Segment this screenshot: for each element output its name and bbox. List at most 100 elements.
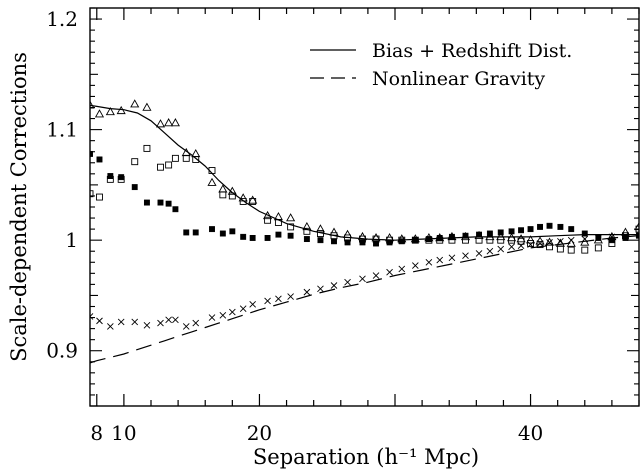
filled-square-point xyxy=(462,232,469,239)
open-square-point xyxy=(316,230,324,237)
x-tick-label: 8 xyxy=(90,421,103,445)
triangle-point xyxy=(116,105,126,115)
cross-point xyxy=(208,314,216,321)
filled-square-point xyxy=(172,206,179,213)
cross-point xyxy=(635,231,639,238)
filled-square-point xyxy=(581,230,588,237)
triangle-point xyxy=(94,109,105,118)
x-tick-label: 10 xyxy=(111,421,136,445)
open-square-point xyxy=(264,216,272,224)
open-square-point xyxy=(157,163,164,171)
cross-point xyxy=(527,241,534,248)
filled-square-point xyxy=(448,233,455,240)
filled-square-point xyxy=(249,235,256,241)
y-tick-label: 1.1 xyxy=(46,118,78,142)
model-lines xyxy=(90,104,639,364)
triangle-point xyxy=(342,229,353,238)
open-square-point xyxy=(208,167,216,174)
open-square-point xyxy=(171,154,179,162)
triangle-point xyxy=(238,193,248,202)
x-tick-label: 40 xyxy=(518,421,543,445)
filled-square-point xyxy=(317,237,324,244)
cross-point xyxy=(425,258,433,266)
open-square-point xyxy=(143,144,151,152)
triangle-point xyxy=(566,238,576,247)
nonlinear-gravity-line xyxy=(90,235,639,364)
cross-point xyxy=(287,293,294,300)
filled-square-point xyxy=(546,222,553,229)
triangle-point xyxy=(286,213,296,222)
cross-point xyxy=(275,295,282,303)
open-square-point xyxy=(635,225,639,233)
open-square-point xyxy=(239,198,247,205)
open-square-point xyxy=(486,236,494,244)
triangle-point xyxy=(315,224,326,233)
cross-point xyxy=(536,240,544,247)
cross-point xyxy=(229,308,236,316)
tick-labels: 8 10 20 40 0.9 1 1.1 1.2 xyxy=(46,7,543,445)
cross-point xyxy=(330,282,338,289)
filled-square-point xyxy=(118,174,125,181)
filled-square-point xyxy=(557,223,564,230)
filled-square-point xyxy=(537,223,543,230)
cross-point xyxy=(462,252,469,259)
triangle-point xyxy=(496,231,506,241)
cross-point xyxy=(567,236,575,244)
filled-square-point xyxy=(96,156,103,163)
filled-square-point xyxy=(287,232,294,239)
open-square-point xyxy=(249,198,257,205)
open-square-point xyxy=(274,219,282,226)
triangle-point xyxy=(207,177,217,186)
triangle-point xyxy=(142,102,152,111)
triangle-point xyxy=(580,237,590,246)
open-square-point xyxy=(536,241,544,249)
filled-square-point xyxy=(527,226,534,233)
cross-point xyxy=(264,297,271,305)
filled-square-point xyxy=(359,239,366,246)
filled-square-point xyxy=(183,229,190,236)
cross-point xyxy=(192,319,200,327)
filled-square-point xyxy=(275,231,282,238)
cross-point xyxy=(436,256,444,264)
bias-redshift-line xyxy=(90,104,639,241)
triangle-point xyxy=(329,227,339,236)
filled-square-point xyxy=(303,236,310,243)
filled-square-point xyxy=(165,200,172,207)
cross-point xyxy=(608,233,616,241)
cross-point xyxy=(182,323,190,330)
cross-point xyxy=(475,250,483,257)
triangle-point xyxy=(525,235,536,244)
triangle-point xyxy=(544,237,555,246)
filled-square-point xyxy=(398,238,405,245)
cross-point xyxy=(317,285,324,293)
filled-square-point xyxy=(497,229,504,236)
open-square-point xyxy=(287,223,295,231)
cross-point xyxy=(622,232,629,240)
cross-point xyxy=(359,275,366,283)
filled-square-point xyxy=(192,229,199,236)
triangle-point xyxy=(105,106,115,116)
filled-square-point xyxy=(412,237,419,244)
triangle-point xyxy=(170,118,180,127)
cross-point xyxy=(90,313,94,320)
open-square-point xyxy=(556,245,564,253)
open-square-point xyxy=(546,243,553,251)
cross-point xyxy=(219,312,227,319)
open-square-point xyxy=(527,240,535,247)
filled-square-point xyxy=(209,226,215,233)
open-square-point xyxy=(303,227,311,235)
filled-square-point xyxy=(508,228,515,235)
open-square-point xyxy=(411,236,419,244)
filled-square-point xyxy=(425,236,432,243)
triangle-point xyxy=(302,221,312,231)
triangle-point xyxy=(227,186,237,195)
open-square-point xyxy=(192,156,200,163)
open-square-point xyxy=(228,192,236,200)
cross-point xyxy=(546,239,553,246)
cross-point xyxy=(131,318,139,326)
triangle-point xyxy=(164,118,174,127)
open-square-point xyxy=(567,246,575,254)
cross-point xyxy=(595,234,602,242)
open-square-point xyxy=(475,236,483,244)
